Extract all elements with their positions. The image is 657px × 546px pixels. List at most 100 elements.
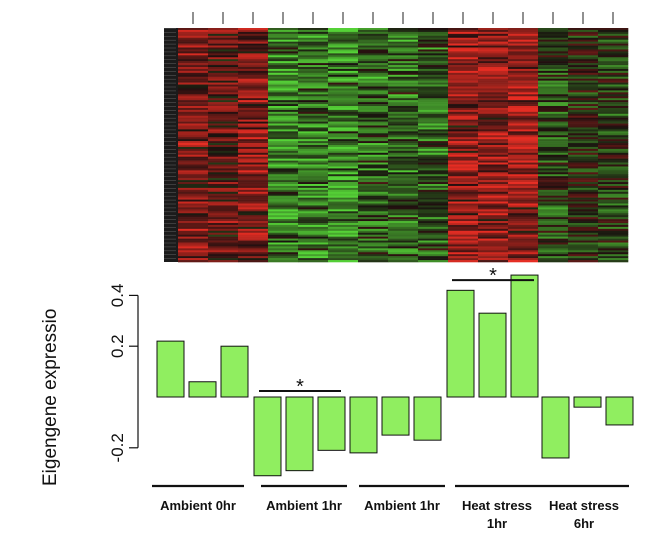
heatmap-cell [388, 100, 419, 103]
heatmap-cell [538, 232, 569, 235]
heatmap-cell [508, 217, 539, 220]
heatmap-cell [508, 172, 539, 175]
heatmap-cell [538, 82, 569, 85]
heatmap-cell [568, 209, 599, 212]
heatmap-cell [478, 205, 509, 208]
heatmap-cell [178, 160, 209, 163]
heatmap-cell [268, 104, 299, 107]
heatmap-cell [388, 129, 419, 132]
heatmap-cell [388, 107, 419, 111]
heatmap-cell [448, 254, 479, 257]
heatmap-cell [538, 223, 569, 226]
heatmap-cell [508, 162, 539, 165]
heatmap-cell [328, 57, 359, 60]
heatmap-cell [208, 228, 239, 232]
heatmap-cell [208, 213, 239, 216]
heatmap-cell [418, 162, 449, 165]
heatmap-cell [238, 172, 269, 175]
heatmap-cell [538, 92, 569, 95]
heatmap-cell [238, 119, 269, 122]
heatmap-cell [478, 197, 509, 200]
heatmap-cell [268, 189, 299, 193]
heatmap-cell [538, 119, 569, 122]
heatmap-cell [448, 256, 479, 259]
heatmap-cell [208, 74, 239, 78]
heatmap-cell [508, 90, 539, 93]
heatmap-cell [538, 260, 569, 263]
group-label: Ambient 1hr [266, 498, 342, 513]
heatmap-cell [268, 244, 299, 247]
heatmap-cell [418, 135, 449, 138]
heatmap-cell [478, 65, 509, 68]
heatmap-cell [508, 184, 539, 187]
heatmap-cell [328, 195, 359, 198]
heatmap-cell [178, 244, 209, 247]
heatmap-cell [388, 33, 419, 37]
heatmap-cell [238, 248, 269, 251]
heatmap-cell [598, 74, 629, 78]
heatmap-cell [178, 170, 209, 173]
heatmap-cell [358, 207, 389, 210]
heatmap-cell [538, 53, 569, 56]
heatmap-cell [448, 193, 479, 196]
heatmap-cell [598, 80, 629, 83]
heatmap-cell [568, 219, 599, 222]
heatmap-cell [598, 207, 629, 210]
heatmap-cell [268, 45, 299, 48]
heatmap-cell [388, 203, 419, 206]
heatmap-cell [208, 55, 239, 58]
heatmap-cell [268, 217, 299, 220]
heatmap-cell [538, 90, 569, 93]
heatmap-cell [478, 146, 509, 150]
heatmap-cell [178, 127, 209, 130]
heatmap-cell [478, 219, 509, 222]
heatmap-cell [238, 201, 269, 204]
heatmap-cell [238, 193, 269, 196]
heatmap-cell [238, 98, 269, 101]
heatmap-cell [298, 33, 329, 37]
group-labels: Ambient 0hr Ambient 1hr Ambient 1hr Heat st… [152, 484, 629, 531]
heatmap-cell [298, 170, 329, 173]
heatmap-cell [478, 168, 509, 171]
heatmap-cell [298, 35, 329, 39]
heatmap-cell [238, 104, 269, 107]
heatmap-cell [448, 223, 479, 226]
heatmap-cell [328, 236, 359, 239]
heatmap-cell [418, 180, 449, 183]
heatmap-cell [178, 137, 209, 140]
heatmap-cell [298, 201, 329, 204]
heatmap-cell [268, 230, 299, 234]
heatmap-cell [478, 224, 509, 228]
heatmap-cell [208, 226, 239, 230]
heatmap-cell [538, 201, 569, 204]
heatmap-cell [598, 41, 629, 44]
heatmap-cell [418, 244, 449, 247]
heatmap-cell [418, 63, 449, 66]
heatmap-cell [298, 70, 329, 74]
heatmap-cell [568, 238, 599, 241]
heatmap-cell [538, 135, 569, 138]
heatmap-cell [298, 80, 329, 83]
heatmap-cell [388, 178, 419, 181]
heatmap-cell [208, 70, 239, 74]
heatmap-cell [388, 41, 419, 44]
heatmap-cell [448, 162, 479, 165]
heatmap-cell [178, 35, 209, 39]
heatmap-cell [508, 174, 539, 177]
heatmap-cell [598, 68, 629, 72]
heatmap-cell [508, 29, 539, 33]
heatmap-cell [178, 180, 209, 183]
heatmap-cell [568, 33, 599, 37]
heatmap-cell [178, 104, 209, 107]
heatmap-cell [358, 180, 389, 183]
heatmap-cell [538, 143, 569, 146]
heatmap-cell [538, 88, 569, 91]
heatmap-cell [208, 143, 239, 146]
heatmap-cell [298, 29, 329, 33]
heatmap-cell [448, 172, 479, 175]
heatmap-cell [538, 102, 569, 105]
heatmap-cell [568, 224, 599, 228]
heatmap-cell [568, 96, 599, 99]
heatmap-cell [298, 228, 329, 232]
heatmap-cell [178, 63, 209, 66]
